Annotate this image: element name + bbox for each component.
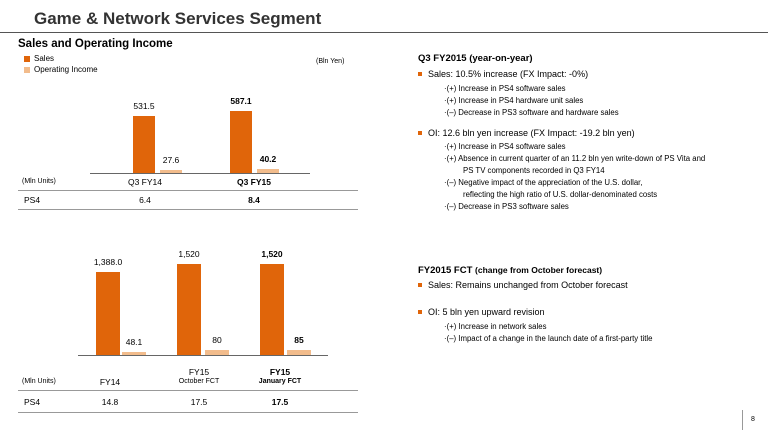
legend-swatch-oi xyxy=(24,66,30,73)
bottom-value-fy15-jan: 17.5 xyxy=(271,397,289,407)
section-title: Sales and Operating Income xyxy=(18,38,173,50)
label-oi-fy14: 48.1 xyxy=(125,337,143,348)
label-oi-q3fy15: 40.2 xyxy=(259,153,277,164)
bullet-square-icon xyxy=(418,283,422,287)
bullet-square-icon xyxy=(418,72,422,76)
q3-oi-sub-3: ·(–) Negative impact of the appreciation… xyxy=(444,178,643,187)
bar-oi-fy15-jan xyxy=(287,349,311,355)
label-sales-fy14: 1,388.0 xyxy=(93,256,123,267)
bullet-square-icon xyxy=(418,131,422,135)
fct-oi-sub-2: ·(–) Impact of a change in the launch da… xyxy=(444,334,653,343)
fct-sales-text: Sales: Remains unchanged from October fo… xyxy=(428,280,628,290)
q3-oi-sub-1: ·(+) Increase in PS4 software sales xyxy=(444,142,566,151)
page-title: Game & Network Services Segment xyxy=(34,9,322,28)
bottom-col-fy15-oct-line1: FY15 xyxy=(188,367,210,377)
top-col-q3fy15: Q3 FY15 xyxy=(236,177,272,187)
q3-sales-sub-1: ·(+) Increase in PS4 software sales xyxy=(444,84,566,93)
top-col-q3fy14: Q3 FY14 xyxy=(127,177,163,187)
top-value-fy15: 8.4 xyxy=(248,195,260,205)
bar-oi-fy15-oct xyxy=(205,350,229,355)
q3-sales-sub-2: ·(+) Increase in PS4 hardware unit sales xyxy=(444,96,584,105)
q3-oi-bullet: OI: 12.6 bln yen increase (FX Impact: -1… xyxy=(418,128,635,138)
label-sales-q3fy15: 587.1 xyxy=(230,95,252,106)
bottom-col-fy15-oct-line2: October FCT xyxy=(178,378,220,385)
bottom-chart-axis xyxy=(78,355,328,356)
label-sales-q3fy14: 531.5 xyxy=(133,101,155,112)
bottom-table-unit: (Mln Units) xyxy=(22,378,56,385)
legend-label-sales: Sales xyxy=(34,54,55,63)
page-number-divider xyxy=(742,410,743,430)
bottom-value-fy15-oct: 17.5 xyxy=(190,397,208,407)
bottom-row-label: PS4 xyxy=(24,397,41,407)
q3-oi-sub-3-cont: reflecting the high ratio of U.S. dollar… xyxy=(463,190,658,199)
legend-swatch-sales xyxy=(24,55,30,62)
fct-oi-text: OI: 5 bln yen upward revision xyxy=(428,307,545,317)
fct-sales-bullet: Sales: Remains unchanged from October fo… xyxy=(418,280,628,290)
q3-oi-sub-4: ·(–) Decrease in PS3 software sales xyxy=(444,202,569,211)
bottom-col-fy15-jan-line1: FY15 xyxy=(269,367,291,377)
label-oi-fy15-jan: 85 xyxy=(294,334,304,345)
bottom-table-bottom-rule xyxy=(18,412,358,413)
label-oi-q3fy14: 27.6 xyxy=(162,155,180,166)
fct-oi-bullet: OI: 5 bln yen upward revision xyxy=(418,307,545,317)
bar-sales-fy15-jan xyxy=(260,263,284,355)
top-table-unit: (Mln Units) xyxy=(22,178,56,185)
bar-oi-q3fy14 xyxy=(160,170,182,173)
top-row-label: PS4 xyxy=(24,195,41,205)
bar-sales-fy15-oct xyxy=(177,263,201,355)
page-number: 8 xyxy=(751,416,755,423)
bar-oi-q3fy15 xyxy=(257,168,279,173)
bar-oi-fy14 xyxy=(122,352,146,355)
q3-sales-text: Sales: 10.5% increase (FX Impact: -0%) xyxy=(428,69,589,79)
bar-sales-fy14 xyxy=(96,271,120,355)
bottom-col-fy14: FY14 xyxy=(99,377,121,387)
title-divider xyxy=(0,32,768,33)
label-sales-fy15-oct: 1,520 xyxy=(178,248,200,259)
legend-sales: Sales xyxy=(24,54,54,63)
top-table-bottom-rule xyxy=(18,209,358,210)
q3-oi-sub-2-cont: PS TV components recorded in Q3 FY14 xyxy=(463,166,605,175)
legend-label-oi: Operating Income xyxy=(34,65,98,74)
unit-label: (Bln Yen) xyxy=(316,58,345,65)
top-value-fy14: 6.4 xyxy=(139,195,151,205)
q3-oi-text: OI: 12.6 bln yen increase (FX Impact: -1… xyxy=(428,128,635,138)
fct-heading-main: FY2015 FCT xyxy=(418,265,473,276)
q3-heading: Q3 FY2015 (year-on-year) xyxy=(418,53,533,64)
label-oi-fy15-oct: 80 xyxy=(212,335,222,346)
bar-sales-q3fy14 xyxy=(133,116,155,173)
fct-heading: FY2015 FCT (change from October forecast… xyxy=(418,265,602,276)
label-sales-fy15-jan: 1,520 xyxy=(261,248,283,259)
bottom-value-fy14: 14.8 xyxy=(101,397,119,407)
top-table-rule xyxy=(18,190,358,191)
bullet-square-icon xyxy=(418,310,422,314)
q3-sales-bullet: Sales: 10.5% increase (FX Impact: -0%) xyxy=(418,69,588,79)
legend-operating-income: Operating Income xyxy=(24,65,98,74)
fct-oi-sub-1: ·(+) Increase in network sales xyxy=(444,322,547,331)
bottom-table-rule xyxy=(18,390,358,391)
q3-sales-sub-3: ·(–) Decrease in PS3 software and hardwa… xyxy=(444,108,619,117)
top-chart-axis xyxy=(90,173,310,174)
bar-sales-q3fy15 xyxy=(230,110,252,173)
bottom-col-fy15-jan-line2: January FCT xyxy=(258,378,302,385)
q3-oi-sub-2: ·(+) Absence in current quarter of an 11… xyxy=(444,154,706,163)
fct-heading-suffix: (change from October forecast) xyxy=(475,265,603,275)
